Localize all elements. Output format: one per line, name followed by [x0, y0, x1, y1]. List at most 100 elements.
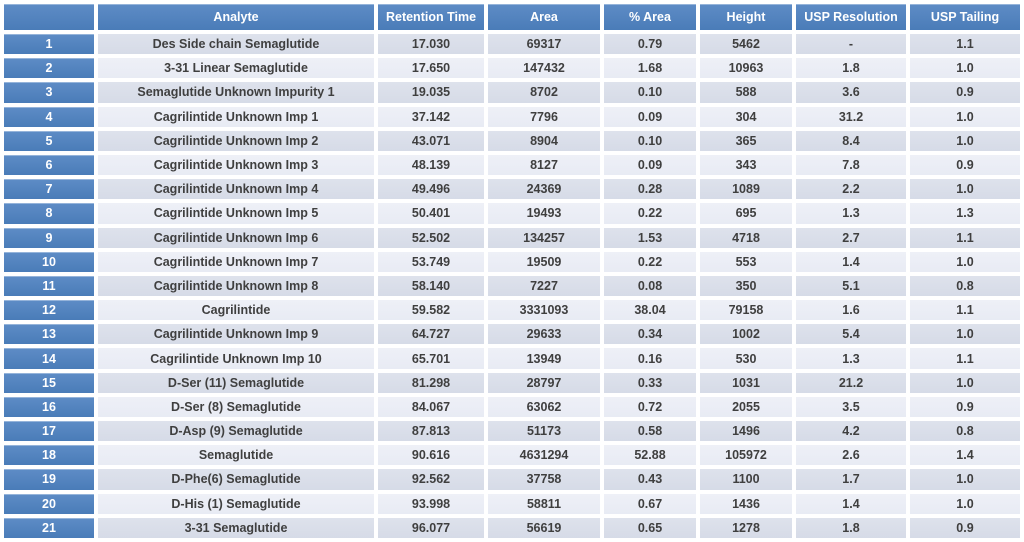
area-cell: 29633: [488, 324, 600, 345]
height-cell: 1496: [700, 421, 792, 442]
analyte-cell: Semaglutide: [98, 445, 374, 466]
area-cell: 134257: [488, 227, 600, 248]
pct-area-cell: 0.09: [604, 106, 696, 127]
usp-tailing-cell: 1.0: [910, 106, 1020, 127]
row-number-header: [4, 4, 94, 30]
column-header-area: Area: [488, 4, 600, 30]
retention-time-cell: 17.030: [378, 34, 484, 55]
table-row: 17 D-Asp (9) Semaglutide 87.813 51173 0.58 14…: [4, 421, 1020, 442]
usp-tailing-cell: 1.1: [910, 227, 1020, 248]
usp-tailing-cell: 0.9: [910, 396, 1020, 417]
area-cell: 51173: [488, 421, 600, 442]
usp-resolution-cell: 5.4: [796, 324, 906, 345]
area-cell: 147432: [488, 58, 600, 79]
table-header-row: Analyte Retention Time Area % Area Heigh…: [4, 4, 1020, 30]
usp-tailing-cell: 1.0: [910, 493, 1020, 514]
column-header-retention-time: Retention Time: [378, 4, 484, 30]
usp-tailing-cell: 0.9: [910, 82, 1020, 103]
pct-area-cell: 0.09: [604, 154, 696, 176]
analyte-cell: Semaglutide Unknown Impurity 1: [98, 82, 374, 103]
analyte-cell: D-Ser (11) Semaglutide: [98, 372, 374, 393]
height-cell: 1100: [700, 469, 792, 490]
row-number-cell: 18: [4, 445, 94, 466]
table-row: 21 3-31 Semaglutide 96.077 56619 0.65 1278 1.8…: [4, 517, 1020, 538]
usp-tailing-cell: 1.0: [910, 130, 1020, 151]
retention-time-cell: 93.998: [378, 493, 484, 514]
row-number-cell: 13: [4, 324, 94, 345]
height-cell: 350: [700, 275, 792, 297]
height-cell: 304: [700, 106, 792, 127]
row-number-cell: 1: [4, 34, 94, 55]
usp-resolution-cell: 1.7: [796, 469, 906, 490]
pct-area-cell: 0.22: [604, 251, 696, 272]
usp-tailing-cell: 1.1: [910, 348, 1020, 369]
area-cell: 7796: [488, 106, 600, 127]
retention-time-cell: 49.496: [378, 179, 484, 200]
height-cell: 4718: [700, 227, 792, 248]
height-cell: 10963: [700, 58, 792, 79]
row-number-cell: 14: [4, 348, 94, 369]
usp-resolution-cell: 3.5: [796, 396, 906, 417]
retention-time-cell: 37.142: [378, 106, 484, 127]
height-cell: 105972: [700, 445, 792, 466]
column-header-pct-area: % Area: [604, 4, 696, 30]
pct-area-cell: 0.10: [604, 82, 696, 103]
row-number-cell: 7: [4, 179, 94, 200]
retention-time-cell: 87.813: [378, 421, 484, 442]
pct-area-cell: 0.79: [604, 34, 696, 55]
usp-resolution-cell: 2.2: [796, 179, 906, 200]
area-cell: 19493: [488, 203, 600, 224]
row-number-cell: 15: [4, 372, 94, 393]
usp-resolution-cell: 1.8: [796, 58, 906, 79]
analyte-cell: D-Phe(6) Semaglutide: [98, 469, 374, 490]
height-cell: 2055: [700, 396, 792, 417]
table-row: 19 D-Phe(6) Semaglutide 92.562 37758 0.43 110…: [4, 469, 1020, 490]
table-row: 3 Semaglutide Unknown Impurity 1 19.035 870…: [4, 82, 1020, 103]
column-header-analyte: Analyte: [98, 4, 374, 30]
retention-time-cell: 96.077: [378, 517, 484, 538]
retention-time-cell: 17.650: [378, 58, 484, 79]
pct-area-cell: 0.16: [604, 348, 696, 369]
table-row: 18 Semaglutide 90.616 4631294 52.88 105972 2.6…: [4, 445, 1020, 466]
pct-area-cell: 0.08: [604, 275, 696, 297]
usp-tailing-cell: 1.4: [910, 445, 1020, 466]
usp-tailing-cell: 1.0: [910, 179, 1020, 200]
usp-tailing-cell: 0.9: [910, 517, 1020, 538]
usp-resolution-cell: 4.2: [796, 421, 906, 442]
row-number-cell: 6: [4, 154, 94, 176]
column-header-usp-tailing: USP Tailing: [910, 4, 1020, 30]
column-header-usp-resolution: USP Resolution: [796, 4, 906, 30]
analyte-cell: Cagrilintide Unknown Imp 3: [98, 154, 374, 176]
usp-tailing-cell: 1.3: [910, 203, 1020, 224]
analyte-cell: D-Ser (8) Semaglutide: [98, 396, 374, 417]
usp-resolution-cell: 1.4: [796, 251, 906, 272]
table-row: 8 Cagrilintide Unknown Imp 5 50.401 19493 0.…: [4, 203, 1020, 224]
analyte-cell: 3-31 Semaglutide: [98, 517, 374, 538]
area-cell: 4631294: [488, 445, 600, 466]
pct-area-cell: 52.88: [604, 445, 696, 466]
row-number-cell: 19: [4, 469, 94, 490]
analyte-cell: Cagrilintide: [98, 300, 374, 321]
area-cell: 69317: [488, 34, 600, 55]
usp-tailing-cell: 1.0: [910, 251, 1020, 272]
row-number-cell: 2: [4, 58, 94, 79]
usp-resolution-cell: 1.4: [796, 493, 906, 514]
table-row: 14 Cagrilintide Unknown Imp 10 65.701 13949…: [4, 348, 1020, 369]
usp-tailing-cell: 1.1: [910, 34, 1020, 55]
height-cell: 343: [700, 154, 792, 176]
pct-area-cell: 0.65: [604, 517, 696, 538]
row-number-cell: 21: [4, 517, 94, 538]
table-row: 5 Cagrilintide Unknown Imp 2 43.071 8904 0.1…: [4, 130, 1020, 151]
table-row: 9 Cagrilintide Unknown Imp 6 52.502 134257 1…: [4, 227, 1020, 248]
usp-resolution-cell: 1.8: [796, 517, 906, 538]
row-number-cell: 9: [4, 227, 94, 248]
row-number-cell: 12: [4, 300, 94, 321]
analyte-cell: Cagrilintide Unknown Imp 1: [98, 106, 374, 127]
row-number-cell: 5: [4, 130, 94, 151]
height-cell: 1089: [700, 179, 792, 200]
analyte-cell: Cagrilintide Unknown Imp 6: [98, 227, 374, 248]
area-cell: 56619: [488, 517, 600, 538]
usp-tailing-cell: 1.1: [910, 300, 1020, 321]
retention-time-cell: 48.139: [378, 154, 484, 176]
pct-area-cell: 0.28: [604, 179, 696, 200]
